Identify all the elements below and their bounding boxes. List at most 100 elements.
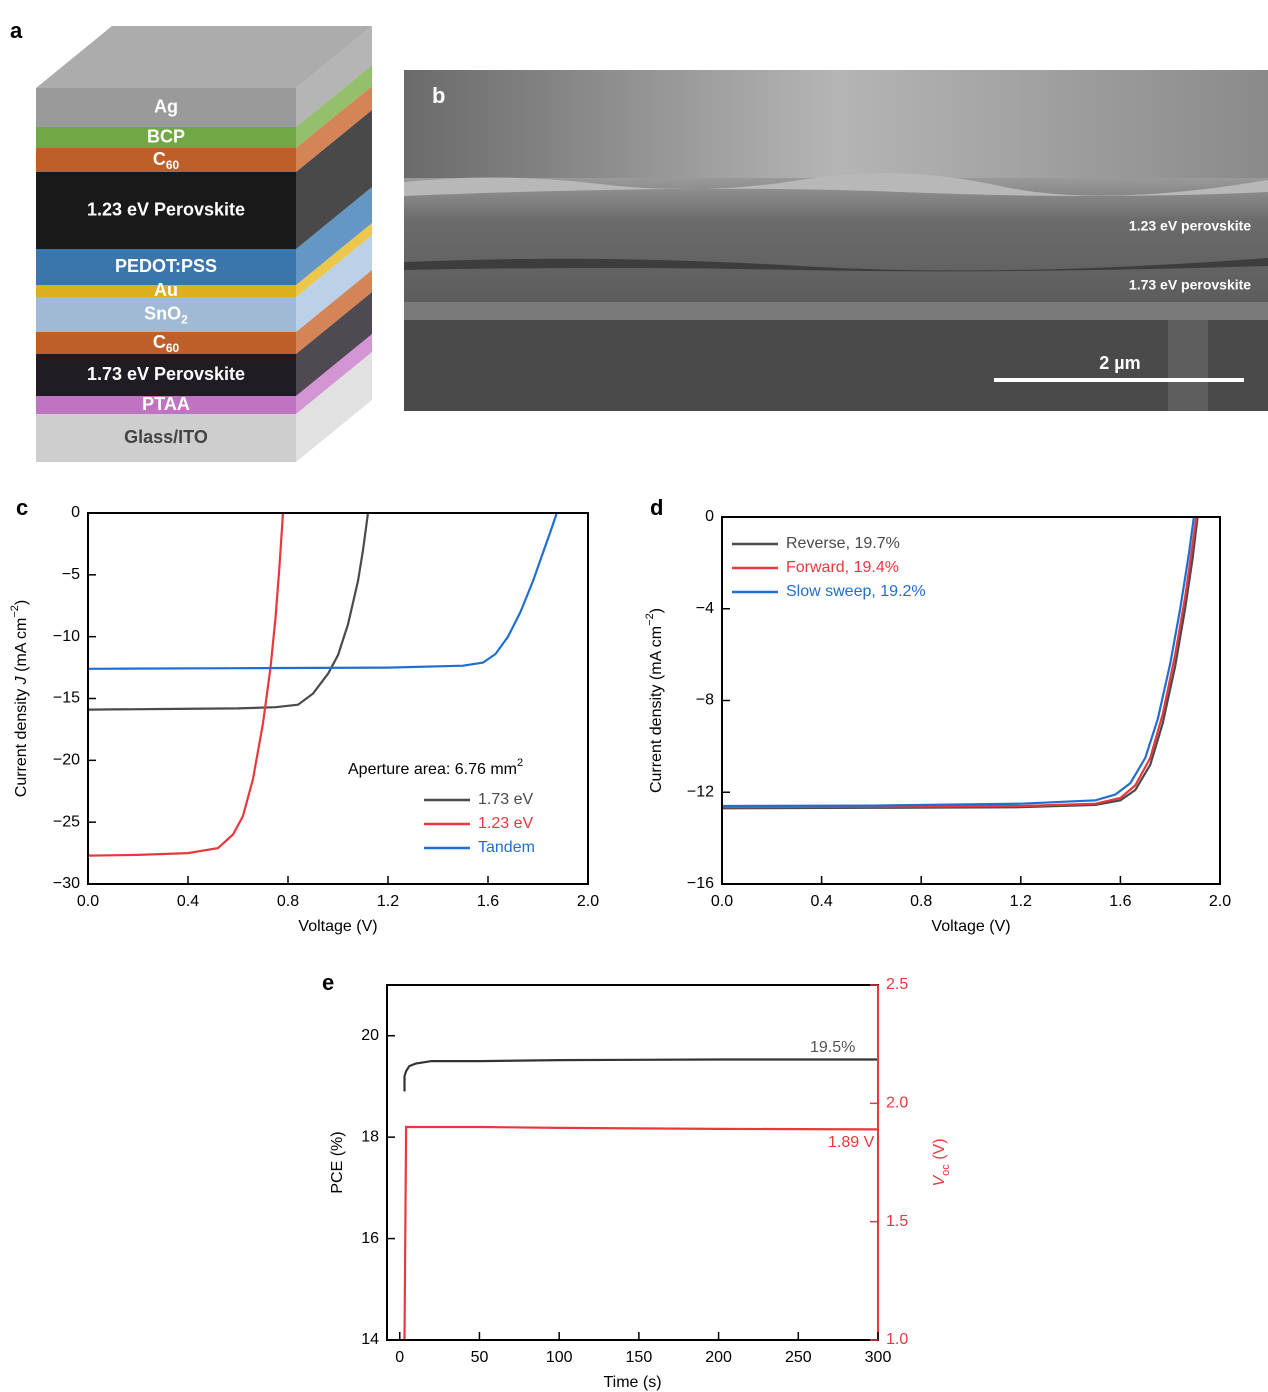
- data-line: [87, 512, 370, 711]
- x-tick-label: 200: [705, 1349, 732, 1366]
- data-line: [87, 512, 558, 670]
- layer-side: [296, 334, 372, 414]
- y-tick-label: −25: [53, 813, 80, 830]
- y-tick-label: −12: [687, 783, 714, 800]
- x-tick-label: 2.0: [1209, 893, 1231, 910]
- layer-shade: [36, 172, 296, 249]
- layer-shade: [36, 354, 296, 396]
- layer-side: [296, 352, 372, 462]
- legend-label: 1.73 eV: [478, 791, 533, 808]
- layer-side: [296, 26, 372, 127]
- layer-label: C60: [153, 149, 180, 172]
- layer-front: [36, 414, 296, 462]
- panel-label: a: [10, 18, 23, 43]
- data-line: [721, 516, 1199, 810]
- layer-front: [36, 249, 296, 285]
- x-tick-label: 0: [395, 1349, 404, 1366]
- text-segment: C: [153, 149, 166, 169]
- legend-label: Reverse, 19.7%: [786, 535, 900, 552]
- y-tick-label: −30: [53, 875, 80, 892]
- text-segment: Au: [154, 280, 178, 300]
- text-segment: Ag: [154, 96, 178, 116]
- x-tick-label: 2.0: [577, 893, 599, 910]
- sem-ito: [404, 302, 1268, 320]
- text-segment: Time (s): [603, 1374, 661, 1391]
- layer-shade: [36, 127, 296, 148]
- x-tick-label: 1.2: [377, 893, 399, 910]
- panel-label: e: [322, 970, 334, 995]
- layer-side: [296, 86, 372, 172]
- sem-substrate: [404, 320, 1268, 411]
- layer-shade: [36, 297, 296, 332]
- layer-front: [36, 172, 296, 249]
- sem-interlayer: [404, 258, 1268, 272]
- x-tick-label: 100: [546, 1349, 573, 1366]
- layer-side: [296, 270, 372, 354]
- y2-tick-label: 2.0: [886, 1095, 908, 1112]
- layer-front: [36, 88, 296, 127]
- text-segment: 60: [166, 341, 180, 355]
- text-segment: (mA cm: [13, 618, 30, 677]
- text-segment: PTAA: [142, 394, 190, 414]
- layer-label: Glass/ITO: [124, 427, 208, 447]
- layer-top: [36, 26, 372, 88]
- data-line: [403, 1058, 878, 1092]
- layer-label: Ag: [154, 96, 178, 116]
- y2-tick-label: 1.5: [886, 1213, 908, 1230]
- text-segment: 1.73 eV Perovskite: [87, 364, 245, 384]
- x-tick-label: 1.6: [477, 893, 499, 910]
- layer-front: [36, 285, 296, 297]
- x-tick-label: 1.6: [1109, 893, 1131, 910]
- text-segment: J: [13, 675, 30, 685]
- x-tick-label: 0.4: [177, 893, 199, 910]
- sem-top-edge: [404, 173, 1268, 196]
- text-segment: ): [648, 608, 665, 613]
- sem-background: [404, 70, 1268, 180]
- text-segment: −2: [644, 613, 656, 626]
- y-tick-label: −5: [62, 566, 80, 583]
- y2-tick-label: 1.0: [886, 1331, 908, 1348]
- layer-side: [296, 223, 372, 297]
- y-tick-label: −16: [687, 875, 714, 892]
- data-line: [403, 1125, 879, 1341]
- y-tick-label: 20: [361, 1027, 379, 1044]
- x-axis-label: Voltage (V): [298, 918, 377, 935]
- y-tick-label: −20: [53, 752, 80, 769]
- text-segment: 1.23 eV Perovskite: [87, 199, 245, 219]
- y-axis-label: Current density (mA cm−2): [644, 608, 665, 793]
- layer-label: C60: [153, 332, 180, 355]
- layer-front: [36, 332, 296, 354]
- y-tick-label: −4: [696, 600, 714, 617]
- layer-front: [36, 396, 296, 414]
- text-segment: Current density: [13, 684, 30, 797]
- sem-annotation: 1.73 eV perovskite: [1129, 277, 1251, 293]
- text-segment: (V): [931, 1138, 948, 1164]
- layer-front: [36, 148, 296, 172]
- layer-shade: [36, 88, 296, 127]
- layer-side: [296, 187, 372, 285]
- x-tick-label: 150: [626, 1349, 653, 1366]
- text-segment: C: [153, 332, 166, 352]
- layer-side: [296, 292, 372, 396]
- sem-perovskite-layers: [404, 178, 1268, 320]
- panel-label: c: [16, 495, 28, 520]
- layer-label: SnO2: [144, 303, 188, 326]
- layer-label: PEDOT:PSS: [115, 256, 217, 276]
- y-tick-label: 18: [361, 1128, 379, 1145]
- y-tick-label: 0: [705, 508, 714, 525]
- text-segment: 2: [181, 313, 188, 327]
- layer-shade: [36, 332, 296, 354]
- legend-label: Forward, 19.4%: [786, 559, 899, 576]
- sem-texture: [1168, 320, 1208, 411]
- layer-label: 1.23 eV Perovskite: [87, 199, 245, 219]
- x-tick-label: 0.0: [711, 893, 733, 910]
- layer-front: [36, 354, 296, 396]
- y-tick-label: 0: [71, 504, 80, 521]
- text-segment: V: [931, 1175, 948, 1187]
- panel-label: b: [432, 83, 445, 108]
- y-tick-label: 16: [361, 1230, 379, 1247]
- x-tick-label: 0.0: [77, 893, 99, 910]
- x-tick-label: 0.4: [810, 893, 832, 910]
- legend-label: Slow sweep, 19.2%: [786, 583, 926, 600]
- text-segment: Current density (mA cm: [648, 626, 665, 793]
